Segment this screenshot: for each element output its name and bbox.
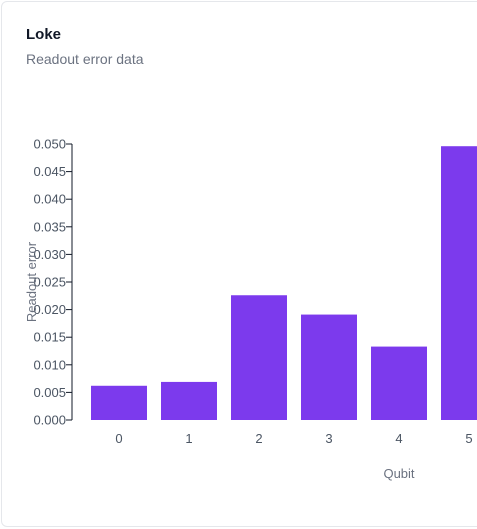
bar-qubit-0	[91, 385, 147, 420]
y-tick-label: 0.035	[33, 219, 66, 234]
y-tick-label: 0.005	[33, 385, 66, 400]
y-axis: 0.000 0.005 0.010 0.015 0.020 0.025 0.030 0.035…	[33, 137, 73, 428]
bar-qubit-5	[441, 146, 477, 420]
x-tick-label: 5	[465, 431, 472, 446]
x-tick-label: 0	[115, 431, 122, 446]
y-tick-label: 0.050	[33, 137, 66, 152]
card-subtitle: Readout error data	[26, 51, 144, 67]
x-tick-label: 1	[185, 431, 192, 446]
y-tick-label: 0.025	[33, 275, 66, 290]
bar-qubit-4	[371, 346, 427, 420]
bars	[91, 146, 477, 420]
card-title: Loke	[26, 26, 62, 43]
y-tick-label: 0.045	[33, 164, 66, 179]
x-tick-label: 3	[325, 431, 332, 446]
y-tick-label: 0.030	[33, 247, 66, 262]
x-tick-label: 2	[255, 431, 262, 446]
x-axis-title: Qubit	[383, 466, 414, 481]
bar-qubit-2	[231, 295, 287, 420]
y-tick-label: 0.000	[33, 413, 66, 428]
y-tick-label: 0.015	[33, 330, 66, 345]
bar-qubit-3	[301, 314, 357, 420]
y-tick-label: 0.010	[33, 357, 66, 372]
y-axis-title: Readout error	[24, 241, 39, 322]
x-tick-label: 4	[395, 431, 402, 446]
y-tick-label: 0.020	[33, 302, 66, 317]
y-tick-label: 0.040	[33, 192, 66, 207]
x-axis: 0 1 2 3 4 5	[115, 431, 472, 446]
bar-qubit-1	[161, 381, 217, 420]
